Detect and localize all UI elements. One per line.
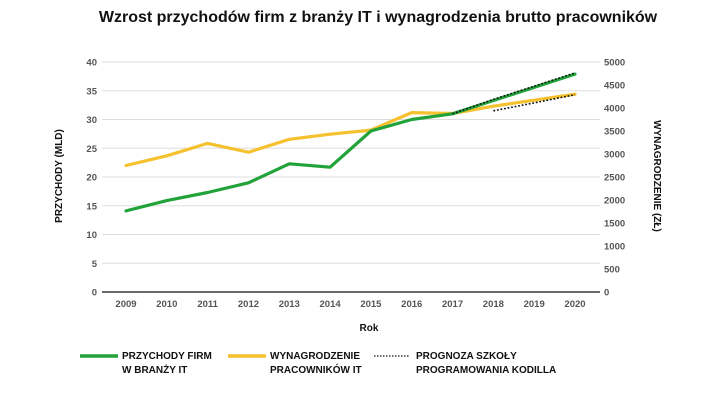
x-axis-label: Rok bbox=[360, 323, 379, 334]
x-tick-label: 2011 bbox=[197, 299, 218, 310]
legend: PRZYCHODY FIRM W BRANŻY IT WYNAGRODZENIE… bbox=[80, 351, 556, 376]
left-tick-label: 35 bbox=[86, 86, 97, 97]
right-tick-label: 3500 bbox=[604, 127, 625, 138]
right-tick-label: 0 bbox=[604, 288, 609, 299]
forecast-line-revenue bbox=[452, 72, 576, 115]
right-tick-label: 2000 bbox=[604, 196, 625, 207]
x-tick-label: 2020 bbox=[564, 299, 585, 310]
left-tick-label: 30 bbox=[86, 115, 97, 126]
x-tick-label: 2012 bbox=[238, 299, 259, 310]
x-tick-label: 2013 bbox=[279, 299, 300, 310]
y-axis-label-left: PRZYCHODY (MLD) bbox=[54, 129, 65, 223]
left-tick-label: 40 bbox=[86, 58, 97, 69]
forecast-line-salary bbox=[493, 93, 576, 112]
legend-label-revenue-line1: PRZYCHODY FIRM bbox=[122, 351, 212, 362]
right-tick-label: 1500 bbox=[604, 219, 625, 230]
x-tick-label: 2018 bbox=[483, 299, 504, 310]
x-tick-label: 2016 bbox=[401, 299, 422, 310]
x-tick-label: 2017 bbox=[442, 299, 463, 310]
y-axis-label-right: WYNAGRODZENIE (ZŁ) bbox=[651, 120, 662, 232]
left-tick-label: 0 bbox=[92, 288, 97, 299]
left-tick-label: 15 bbox=[86, 201, 97, 212]
salary-line bbox=[124, 92, 577, 168]
x-tick-label: 2009 bbox=[115, 299, 136, 310]
right-axis-ticks: 0 500 1000 1500 2000 2500 3000 3500 4000 4500 5000 bbox=[604, 58, 625, 299]
right-tick-label: 4000 bbox=[604, 104, 625, 115]
right-tick-label: 500 bbox=[604, 265, 620, 276]
x-tick-label: 2019 bbox=[524, 299, 545, 310]
left-tick-label: 20 bbox=[86, 173, 97, 184]
left-axis-ticks: 0 5 10 15 20 25 30 35 40 bbox=[86, 58, 97, 299]
right-tick-label: 2500 bbox=[604, 173, 625, 184]
legend-label-salary-line1: WYNAGRODZENIE bbox=[270, 351, 360, 362]
left-tick-label: 25 bbox=[86, 144, 97, 155]
legend-label-forecast-line1: PROGNOZA SZKOŁY bbox=[416, 351, 517, 362]
legend-label-revenue-line2: W BRANŻY IT bbox=[122, 363, 187, 376]
grid bbox=[102, 61, 600, 264]
left-tick-label: 10 bbox=[86, 230, 97, 241]
legend-label-salary-line2: PRACOWNIKÓW IT bbox=[270, 363, 362, 376]
right-tick-label: 3000 bbox=[604, 150, 625, 161]
right-tick-label: 5000 bbox=[604, 58, 625, 69]
series-group bbox=[124, 72, 577, 213]
left-tick-label: 5 bbox=[92, 259, 98, 270]
legend-label-forecast-line2: PROGRAMOWANIA KODILLA bbox=[416, 365, 556, 376]
right-tick-label: 4500 bbox=[604, 81, 625, 92]
x-tick-label: 2014 bbox=[320, 299, 342, 310]
revenue-line bbox=[124, 72, 577, 213]
x-axis-ticks: 2009 2010 2011 2012 2013 2014 2015 2016 2017 2018… bbox=[115, 299, 585, 310]
x-tick-label: 2015 bbox=[360, 299, 382, 310]
chart-title: Wzrost przychodów firm z branży IT i wyn… bbox=[99, 9, 658, 26]
x-tick-label: 2010 bbox=[156, 299, 177, 310]
right-tick-label: 1000 bbox=[604, 242, 625, 253]
